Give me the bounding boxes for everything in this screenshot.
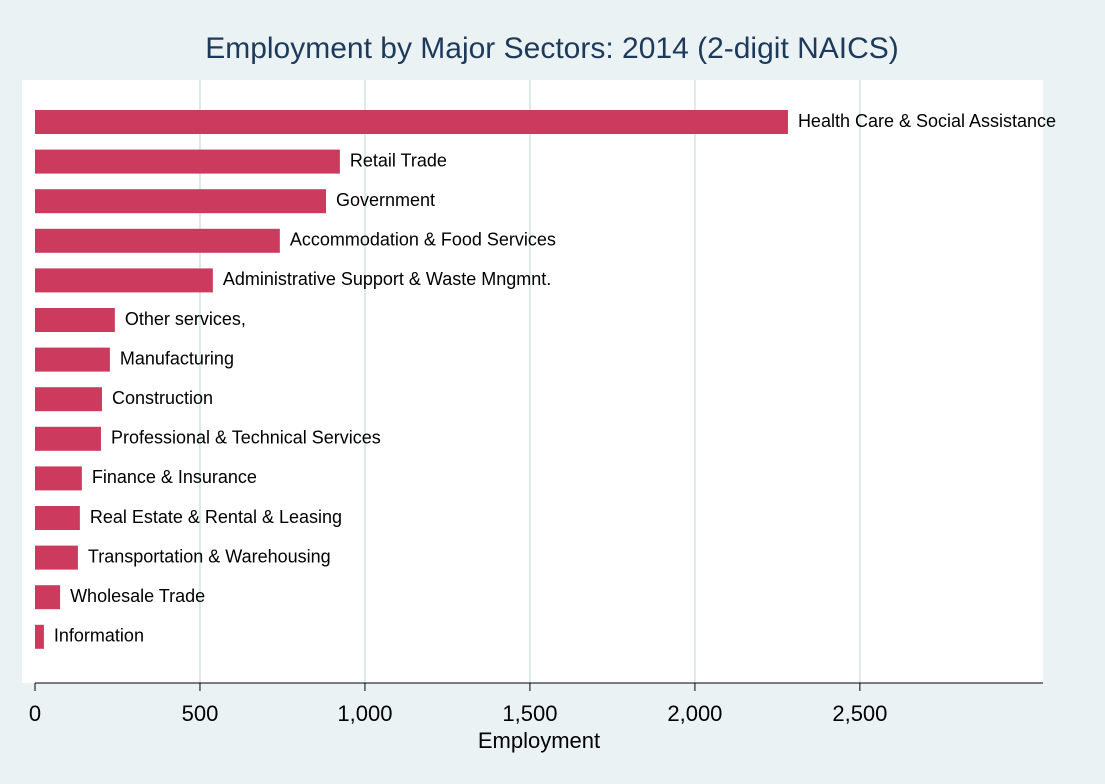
bar xyxy=(35,149,340,174)
bar-label: Other services, xyxy=(125,309,246,329)
bar-label: Manufacturing xyxy=(120,348,234,368)
bar-label: Health Care & Social Assistance xyxy=(798,111,1056,131)
bar xyxy=(35,110,788,134)
bar-label: Finance & Insurance xyxy=(92,467,257,487)
bar-label: Administrative Support & Waste Mngmnt. xyxy=(223,269,551,289)
bar xyxy=(35,545,78,570)
bar xyxy=(35,308,115,332)
bar xyxy=(35,228,280,253)
bar xyxy=(35,189,327,214)
chart-title: Employment by Major Sectors: 2014 (2-dig… xyxy=(205,32,899,65)
bar-label: Construction xyxy=(112,388,213,408)
bar-label: Government xyxy=(336,190,435,210)
x-tick-label: 1,000 xyxy=(337,701,392,726)
plot-area xyxy=(22,80,1043,683)
bar xyxy=(35,585,61,610)
bar-label: Professional & Technical Services xyxy=(111,428,381,448)
bar xyxy=(35,624,44,649)
bar-label: Accommodation & Food Services xyxy=(290,230,556,250)
x-tick-label: 2,500 xyxy=(832,701,887,726)
bar-label: Retail Trade xyxy=(350,150,447,170)
bar-label: Information xyxy=(54,626,144,646)
x-tick-label: 1,500 xyxy=(502,701,557,726)
bar-label: Wholesale Trade xyxy=(70,586,205,606)
x-tick-label: 2,000 xyxy=(667,701,722,726)
bar-label: Transportation & Warehousing xyxy=(88,546,331,566)
x-tick-label: 0 xyxy=(29,701,41,726)
bar xyxy=(35,426,101,451)
x-tick-label: 500 xyxy=(182,701,219,726)
bar-label: Real Estate & Rental & Leasing xyxy=(90,507,342,527)
bar xyxy=(35,466,82,491)
bar xyxy=(35,347,110,372)
bar xyxy=(35,506,80,530)
x-axis-title: Employment xyxy=(478,728,600,753)
bar xyxy=(35,268,213,293)
bar xyxy=(35,387,102,412)
